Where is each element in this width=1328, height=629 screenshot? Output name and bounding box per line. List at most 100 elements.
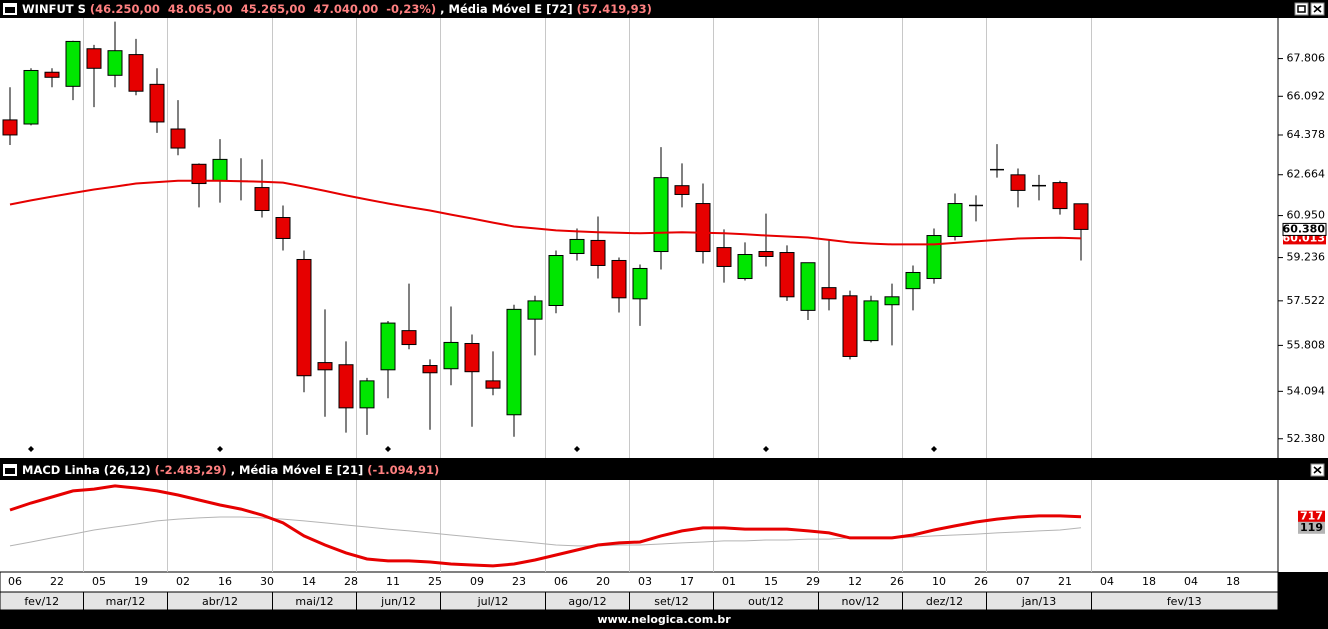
- candle-body: [527, 300, 543, 320]
- event-marker: [385, 446, 391, 452]
- event-marker: [574, 446, 580, 452]
- candle-body: [1052, 182, 1068, 210]
- month-label: dez/12: [926, 595, 963, 608]
- candle-body: [695, 203, 711, 253]
- x-tick-label: 26: [890, 575, 904, 588]
- restore-button[interactable]: [1294, 2, 1309, 16]
- y-tick-label: 57.522: [1287, 294, 1326, 307]
- x-tick-label: 06: [554, 575, 568, 588]
- header-part: , Média Móvel E [21]: [231, 463, 364, 477]
- x-tick-label: 20: [596, 575, 610, 588]
- candle-body: [590, 239, 606, 266]
- candle-body: [1073, 203, 1089, 230]
- month-label: jul/12: [477, 595, 509, 608]
- x-tick-label: 26: [974, 575, 988, 588]
- candle-body: [800, 262, 816, 311]
- x-tick-label: 11: [386, 575, 400, 588]
- event-marker: [931, 446, 937, 452]
- candle-body: [317, 362, 333, 371]
- restore-icon: [1297, 5, 1306, 13]
- candle-body: [737, 254, 753, 280]
- candle-body: [401, 330, 417, 346]
- candle-body: [863, 300, 879, 342]
- month-label: out/12: [748, 595, 784, 608]
- candle-body: [632, 267, 648, 300]
- candle-body: [485, 380, 501, 389]
- panel-header: MACD Linha (26,12) (-2.483,29) , Média Móv…: [22, 463, 439, 477]
- last-value-box: [1298, 521, 1325, 534]
- x-tick-label: 04: [1100, 575, 1114, 588]
- close-last-label: 60.380: [1283, 222, 1326, 235]
- last-value-box: [1298, 510, 1325, 523]
- candle-body: [65, 40, 81, 87]
- candle-body: [779, 252, 795, 298]
- candle-body: [23, 69, 39, 125]
- candle-body: [443, 341, 459, 370]
- candle-body: [338, 364, 354, 409]
- x-tick-label: 09: [470, 575, 484, 588]
- x-tick-label: 15: [764, 575, 778, 588]
- x-tick-label: 21: [1058, 575, 1072, 588]
- candle-body: [275, 217, 291, 239]
- y-tick-label: 52.380: [1287, 432, 1326, 445]
- panel-header: WINFUT S (46.250,00 48.065,00 45.265,00 4…: [22, 2, 652, 16]
- candle-body: [548, 255, 564, 307]
- event-marker: [28, 446, 34, 452]
- candle-body: [254, 187, 270, 212]
- month-label: nov/12: [842, 595, 880, 608]
- close-last-box: [1282, 222, 1327, 236]
- candle-body: [821, 287, 837, 300]
- header-part: (-2.483,29): [155, 463, 227, 477]
- x-tick-label: 03: [638, 575, 652, 588]
- month-label: set/12: [654, 595, 689, 608]
- candle-body: [842, 295, 858, 357]
- y-tick-label: 59.236: [1287, 251, 1326, 264]
- x-tick-label: 29: [806, 575, 820, 588]
- x-tick-label: 06: [8, 575, 22, 588]
- candle-body: [569, 238, 585, 255]
- window-icon-inner: [5, 468, 15, 474]
- candle-body: [107, 50, 123, 76]
- month-label: mai/12: [295, 595, 333, 608]
- x-tick-label: 04: [1184, 575, 1198, 588]
- x-tick-label: 22: [50, 575, 64, 588]
- x-tick-label: 14: [302, 575, 316, 588]
- y-tick-label: 64.378: [1287, 128, 1326, 141]
- month-label: jun/12: [380, 595, 416, 608]
- y-tick-label: 66.092: [1287, 89, 1326, 102]
- month-label: abr/12: [202, 595, 238, 608]
- candle-body: [926, 235, 942, 280]
- candle-body: [44, 71, 60, 78]
- x-tick-label: 10: [932, 575, 946, 588]
- last-value-label: 119: [1300, 521, 1323, 534]
- event-marker: [217, 446, 223, 452]
- y-tick-label: 54.094: [1287, 384, 1326, 397]
- candle-body: [674, 185, 690, 195]
- x-tick-label: 07: [1016, 575, 1030, 588]
- price-panel: [0, 18, 1278, 458]
- last-value-label: 717: [1300, 510, 1323, 523]
- candle-body: [212, 158, 228, 182]
- y-tick-label: 60.950: [1287, 209, 1326, 222]
- x-tick-label: 23: [512, 575, 526, 588]
- candle-body: [359, 380, 375, 409]
- event-marker: [763, 446, 769, 452]
- main-header: [0, 0, 1328, 18]
- footer-text: www.nelogica.com.br: [597, 613, 731, 626]
- candle-body: [653, 177, 669, 253]
- candle-body: [422, 365, 438, 374]
- x-tick-label: 19: [134, 575, 148, 588]
- header-part: MACD Linha (26,12): [22, 463, 151, 477]
- month-label: fev/13: [1167, 595, 1202, 608]
- x-tick-label: 16: [218, 575, 232, 588]
- close-icon: [1313, 466, 1322, 474]
- x-tick-label: 01: [722, 575, 736, 588]
- candle-body: [149, 83, 165, 123]
- candle-body: [611, 259, 627, 299]
- series-line: [9, 484, 1082, 568]
- candle-body: [86, 48, 102, 69]
- month-label: fev/12: [24, 595, 59, 608]
- candle-body: [2, 119, 18, 136]
- x-tick-label: 17: [680, 575, 694, 588]
- macd-header: [0, 461, 1328, 479]
